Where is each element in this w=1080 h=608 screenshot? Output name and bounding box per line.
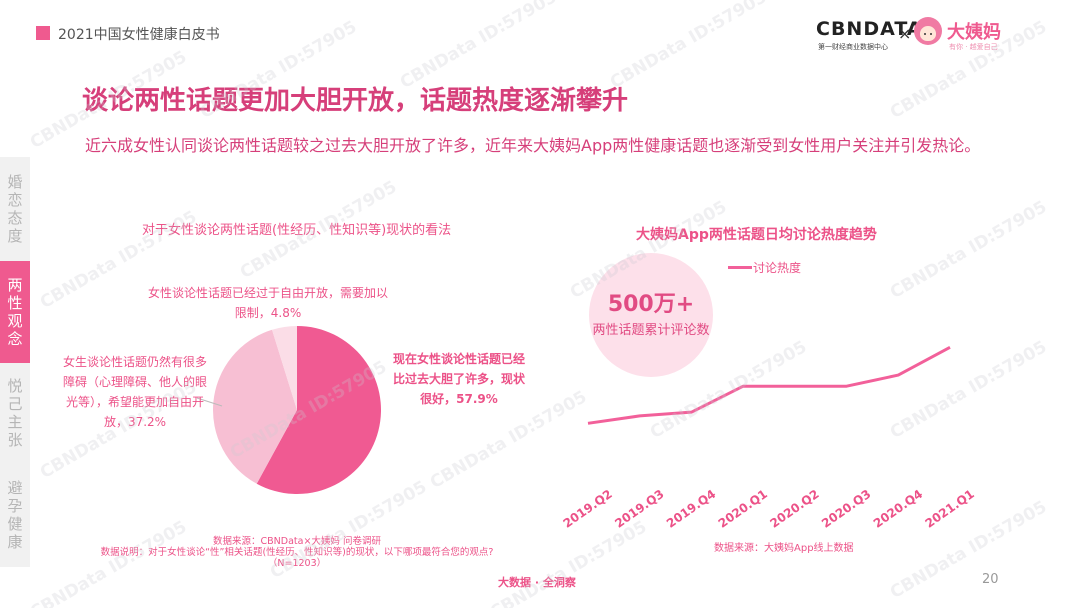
pie-note-line: 数据说明：对于女性谈论“性”相关话题(性经历、性知识等)的现状，以下哪项最符合您… (100, 547, 494, 558)
dayima-mascot-icon (914, 17, 942, 45)
side-tab-self-care[interactable]: 悦己主张 (0, 363, 30, 463)
x-tick-label: 2019.Q3 (612, 487, 666, 531)
x-tick-label: 2019.Q4 (664, 487, 718, 531)
line-chart-title: 大姨妈App两性话题日均讨论热度趋势 (636, 227, 877, 243)
series-line-discussion-heat (587, 345, 951, 425)
pie-label-bolder: 现在女性谈论性话题已经比过去大胆了许多，现状很好，57.9% (392, 352, 525, 406)
x-tick-label: 2020.Q1 (716, 487, 770, 531)
pie-sample-line: （N=1203） (267, 558, 327, 569)
legend-label: 讨论热度 (753, 261, 802, 275)
total-comments-label: 两性话题累计评论数 (592, 323, 710, 338)
side-tab-label: 两性观念 (7, 276, 23, 348)
page-subtitle: 近六成女性认同谈论两性话题较之过去大胆开放了许多，近年来大姨妈App两性健康话题… (85, 136, 981, 155)
pie-leader-line (196, 397, 223, 407)
page-title: 谈论两性话题更加大胆开放，话题热度逐渐攀升 (82, 86, 629, 116)
pie-slice-still-barriers (212, 329, 297, 484)
x-tick-label: 2019.Q2 (561, 487, 615, 531)
cbndata-logo-subtitle: 第一财经商业数据中心 (818, 43, 888, 51)
x-tick-label: 2020.Q3 (819, 487, 873, 531)
side-tab-marriage-attitude[interactable]: 婚恋态度 (0, 157, 30, 261)
pie-source-line: 数据来源：CBNData×大姨妈 问卷调研 (213, 536, 381, 547)
pie-chart-source: 数据来源：CBNData×大姨妈 问卷调研 数据说明：对于女性谈论“性”相关话题… (72, 536, 522, 569)
pie-chart-title: 对于女性谈论两性话题(性经历、性知识等)现状的看法 (142, 223, 452, 238)
x-tick-label: 2021.Q1 (923, 487, 977, 531)
side-tab-gender-views[interactable]: 两性观念 (0, 261, 30, 363)
legend-swatch (728, 266, 752, 269)
logo-separator: × (898, 24, 912, 43)
pie-label-too-open: 女性谈论性话题已经过于自由开放，需要加以限制，4.8% (148, 286, 389, 320)
side-tab-label: 避孕健康 (7, 479, 23, 551)
report-title: 2021中国女性健康白皮书 (58, 27, 220, 43)
dayima-logo: 大姨妈 (947, 22, 1001, 43)
pie-label-still-barriers: 女生谈论性话题仍然有很多障碍（心理障碍、他人的眼光等），希望能更加自由开放，37… (62, 355, 207, 429)
total-comments-value: 500万+ (607, 292, 695, 317)
dayima-logo-subtitle: 有你 · 越爱自己 (949, 43, 998, 51)
page-number: 20 (982, 572, 999, 587)
x-tick-label: 2020.Q4 (871, 487, 925, 531)
side-tab-label: 悦己主张 (7, 377, 23, 449)
side-tab-contraception-health[interactable]: 避孕健康 (0, 463, 30, 567)
footer-brand: 大数据 · 全洞察 (498, 576, 576, 589)
side-tab-label: 婚恋态度 (7, 173, 23, 245)
pie-slice-too-open (272, 326, 297, 410)
header-marker (36, 26, 50, 40)
x-tick-label: 2020.Q2 (767, 487, 821, 531)
total-comments-bubble (589, 253, 713, 377)
pie-slice-bolder (256, 326, 381, 494)
cbndata-logo: CBNDATA (816, 18, 923, 40)
line-chart-source: 数据来源：大姨妈App线上数据 (714, 543, 854, 554)
